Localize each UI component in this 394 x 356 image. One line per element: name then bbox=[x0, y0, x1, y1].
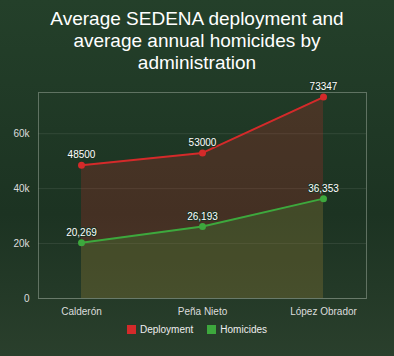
svg-text:40k: 40k bbox=[13, 183, 30, 194]
svg-text:20,269: 20,269 bbox=[66, 227, 97, 238]
svg-text:20k: 20k bbox=[13, 238, 30, 249]
html-text:Deployment: Deployment bbox=[140, 324, 194, 335]
html-text:Average SEDENA deployment and: Average SEDENA deployment and average an… bbox=[50, 8, 344, 73]
svg-text:López Obrador: López Obrador bbox=[290, 306, 357, 317]
svg-text:26,193: 26,193 bbox=[187, 211, 218, 222]
svg-text:Calderón: Calderón bbox=[61, 306, 102, 317]
svg-text:73347: 73347 bbox=[310, 81, 338, 92]
svg-text:Peña Nieto: Peña Nieto bbox=[178, 306, 228, 317]
svg-text:60k: 60k bbox=[13, 128, 30, 139]
svg-text:0: 0 bbox=[24, 293, 30, 304]
svg-text:53000: 53000 bbox=[189, 137, 217, 148]
svg-text:36,353: 36,353 bbox=[308, 183, 339, 194]
svg-text:48500: 48500 bbox=[68, 149, 96, 160]
html-text:Homicides: Homicides bbox=[220, 324, 267, 335]
